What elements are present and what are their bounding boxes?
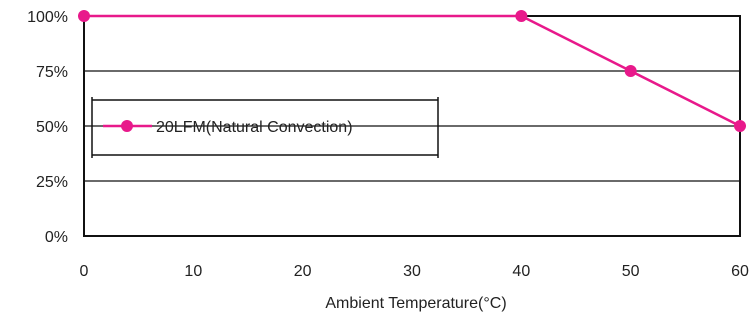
legend-swatch-marker bbox=[121, 120, 133, 132]
y-tick-label: 75% bbox=[36, 64, 68, 81]
x-tick-label: 0 bbox=[80, 263, 89, 280]
x-tick-label: 30 bbox=[403, 263, 421, 280]
y-tick-label: 100% bbox=[27, 9, 68, 26]
data-point bbox=[78, 10, 90, 22]
y-axis-tick-labels: 0% 25% 50% 75% 100% bbox=[27, 9, 68, 246]
y-tick-label: 25% bbox=[36, 174, 68, 191]
legend: 20LFM(Natural Convection) bbox=[91, 97, 439, 158]
x-tick-label: 60 bbox=[731, 263, 749, 280]
x-tick-label: 50 bbox=[622, 263, 640, 280]
series-layer bbox=[78, 10, 746, 132]
legend-label: 20LFM(Natural Convection) bbox=[156, 119, 353, 136]
x-axis-tick-labels: 0 10 20 30 40 50 60 bbox=[80, 263, 749, 280]
x-tick-label: 10 bbox=[184, 263, 202, 280]
series-line bbox=[84, 14, 741, 128]
data-point bbox=[624, 65, 637, 77]
data-point bbox=[515, 10, 528, 22]
x-tick-label: 40 bbox=[512, 263, 530, 280]
y-tick-label: 0% bbox=[45, 229, 68, 246]
y-tick-label: 50% bbox=[36, 119, 68, 136]
x-tick-label: 20 bbox=[294, 263, 312, 280]
data-point bbox=[734, 120, 746, 132]
x-axis-title: Ambient Temperature(°C) bbox=[325, 295, 506, 312]
